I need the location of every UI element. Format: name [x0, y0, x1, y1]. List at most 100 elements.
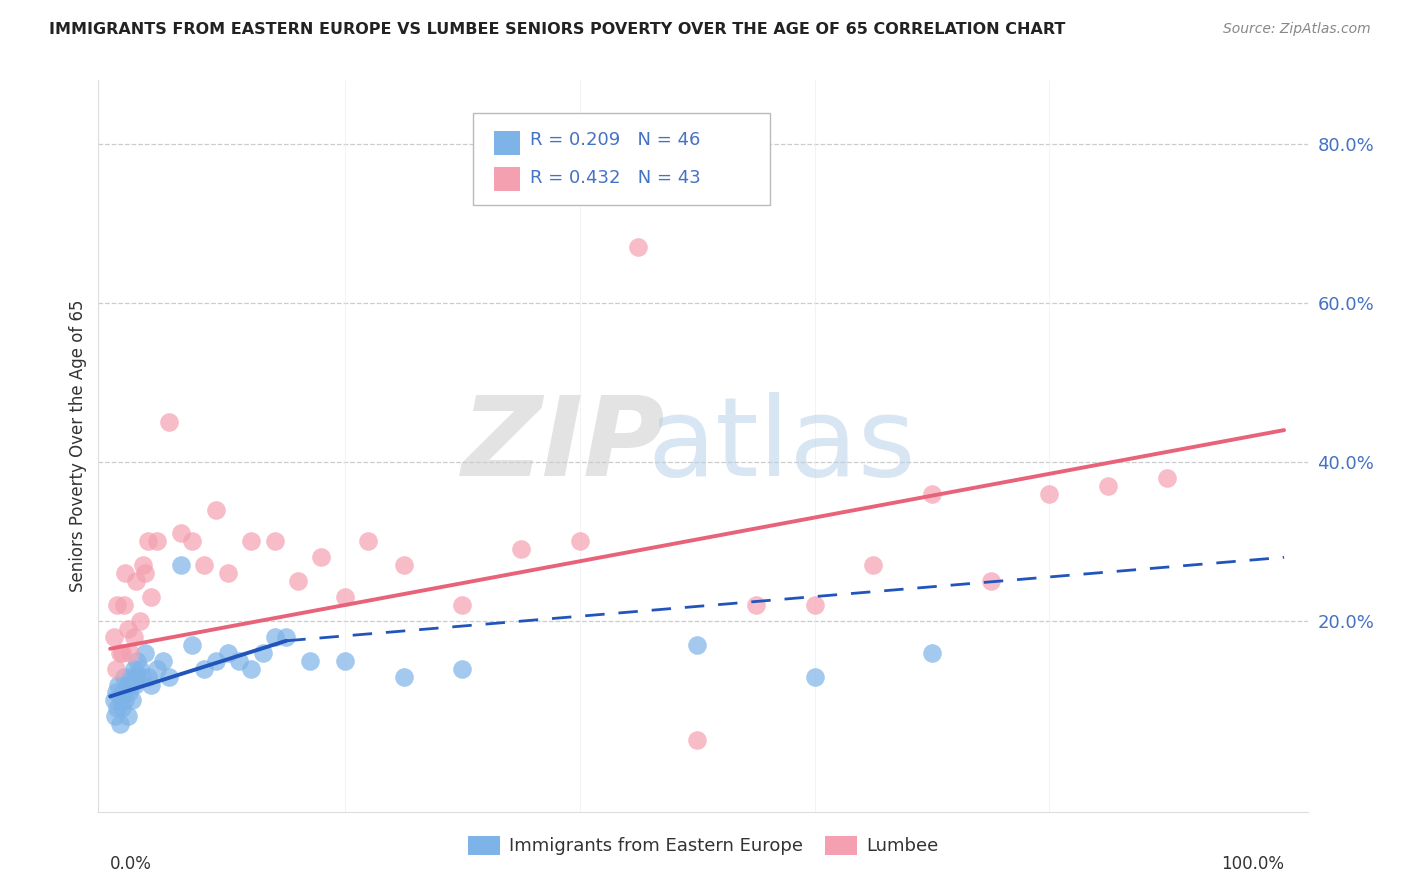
Point	[181, 534, 204, 549]
Point	[193, 558, 215, 573]
Point	[980, 574, 1002, 589]
Point	[122, 630, 145, 644]
Point	[240, 662, 263, 676]
Point	[128, 614, 150, 628]
Text: IMMIGRANTS FROM EASTERN EUROPE VS LUMBEE SENIORS POVERTY OVER THE AGE OF 65 CORR: IMMIGRANTS FROM EASTERN EUROPE VS LUMBEE…	[49, 22, 1066, 37]
Point	[117, 709, 139, 723]
Point	[114, 693, 136, 707]
Point	[146, 662, 169, 676]
Text: Source: ZipAtlas.com: Source: ZipAtlas.com	[1223, 22, 1371, 37]
Point	[862, 558, 884, 573]
Point	[118, 685, 141, 699]
Point	[112, 685, 135, 699]
Point	[103, 693, 125, 707]
Point	[120, 669, 142, 683]
Point	[745, 598, 768, 612]
Point	[134, 646, 156, 660]
Point	[217, 646, 239, 660]
Point	[117, 622, 139, 636]
Point	[146, 534, 169, 549]
Point	[128, 662, 150, 676]
Point	[121, 693, 143, 707]
Point	[193, 662, 215, 676]
Bar	[494, 167, 520, 191]
Point	[204, 654, 226, 668]
Point	[111, 646, 134, 660]
Point	[124, 677, 146, 691]
Point	[510, 542, 533, 557]
Point	[333, 654, 356, 668]
FancyBboxPatch shape	[474, 113, 769, 204]
Text: R = 0.432   N = 43: R = 0.432 N = 43	[530, 169, 700, 187]
Point	[136, 534, 159, 549]
Point	[115, 677, 138, 691]
Point	[392, 558, 415, 573]
Point	[105, 701, 128, 715]
Point	[568, 534, 591, 549]
Point	[108, 646, 131, 660]
Point	[686, 733, 709, 747]
Text: ZIP: ZIP	[463, 392, 665, 500]
Point	[152, 654, 174, 668]
Point	[298, 654, 321, 668]
Point	[169, 526, 191, 541]
Point	[921, 486, 943, 500]
Point	[263, 534, 285, 549]
Point	[311, 550, 333, 565]
Point	[127, 654, 149, 668]
Point	[228, 654, 250, 668]
Text: atlas: atlas	[647, 392, 915, 500]
Point	[110, 693, 132, 707]
Point	[131, 669, 153, 683]
Point	[112, 598, 135, 612]
Point	[333, 590, 356, 604]
Point	[107, 677, 129, 691]
Point	[276, 630, 298, 644]
Bar	[494, 130, 520, 154]
Point	[125, 574, 148, 589]
Point	[111, 701, 134, 715]
Point	[686, 638, 709, 652]
Point	[204, 502, 226, 516]
Point	[252, 646, 274, 660]
Point	[105, 685, 128, 699]
Point	[169, 558, 191, 573]
Point	[1156, 471, 1178, 485]
Point	[114, 566, 136, 581]
Text: 0.0%: 0.0%	[110, 855, 152, 873]
Point	[263, 630, 285, 644]
Point	[141, 590, 163, 604]
Point	[1097, 479, 1119, 493]
Point	[627, 240, 650, 254]
Point	[287, 574, 309, 589]
Legend: Immigrants from Eastern Europe, Lumbee: Immigrants from Eastern Europe, Lumbee	[460, 829, 946, 863]
Point	[240, 534, 263, 549]
Point	[105, 598, 128, 612]
Point	[1038, 486, 1060, 500]
Point	[134, 566, 156, 581]
Point	[132, 558, 155, 573]
Y-axis label: Seniors Poverty Over the Age of 65: Seniors Poverty Over the Age of 65	[69, 300, 87, 592]
Point	[122, 662, 145, 676]
Point	[157, 415, 180, 429]
Point	[921, 646, 943, 660]
Point	[105, 662, 128, 676]
Point	[103, 630, 125, 644]
Point	[125, 669, 148, 683]
Text: 100.0%: 100.0%	[1220, 855, 1284, 873]
Point	[104, 709, 127, 723]
Point	[451, 662, 474, 676]
Point	[120, 677, 142, 691]
Point	[357, 534, 380, 549]
Point	[112, 669, 135, 683]
Point	[451, 598, 474, 612]
Point	[136, 669, 159, 683]
Point	[141, 677, 163, 691]
Point	[108, 717, 131, 731]
Text: R = 0.209   N = 46: R = 0.209 N = 46	[530, 131, 700, 149]
Point	[217, 566, 239, 581]
Point	[803, 669, 825, 683]
Point	[181, 638, 204, 652]
Point	[157, 669, 180, 683]
Point	[120, 646, 142, 660]
